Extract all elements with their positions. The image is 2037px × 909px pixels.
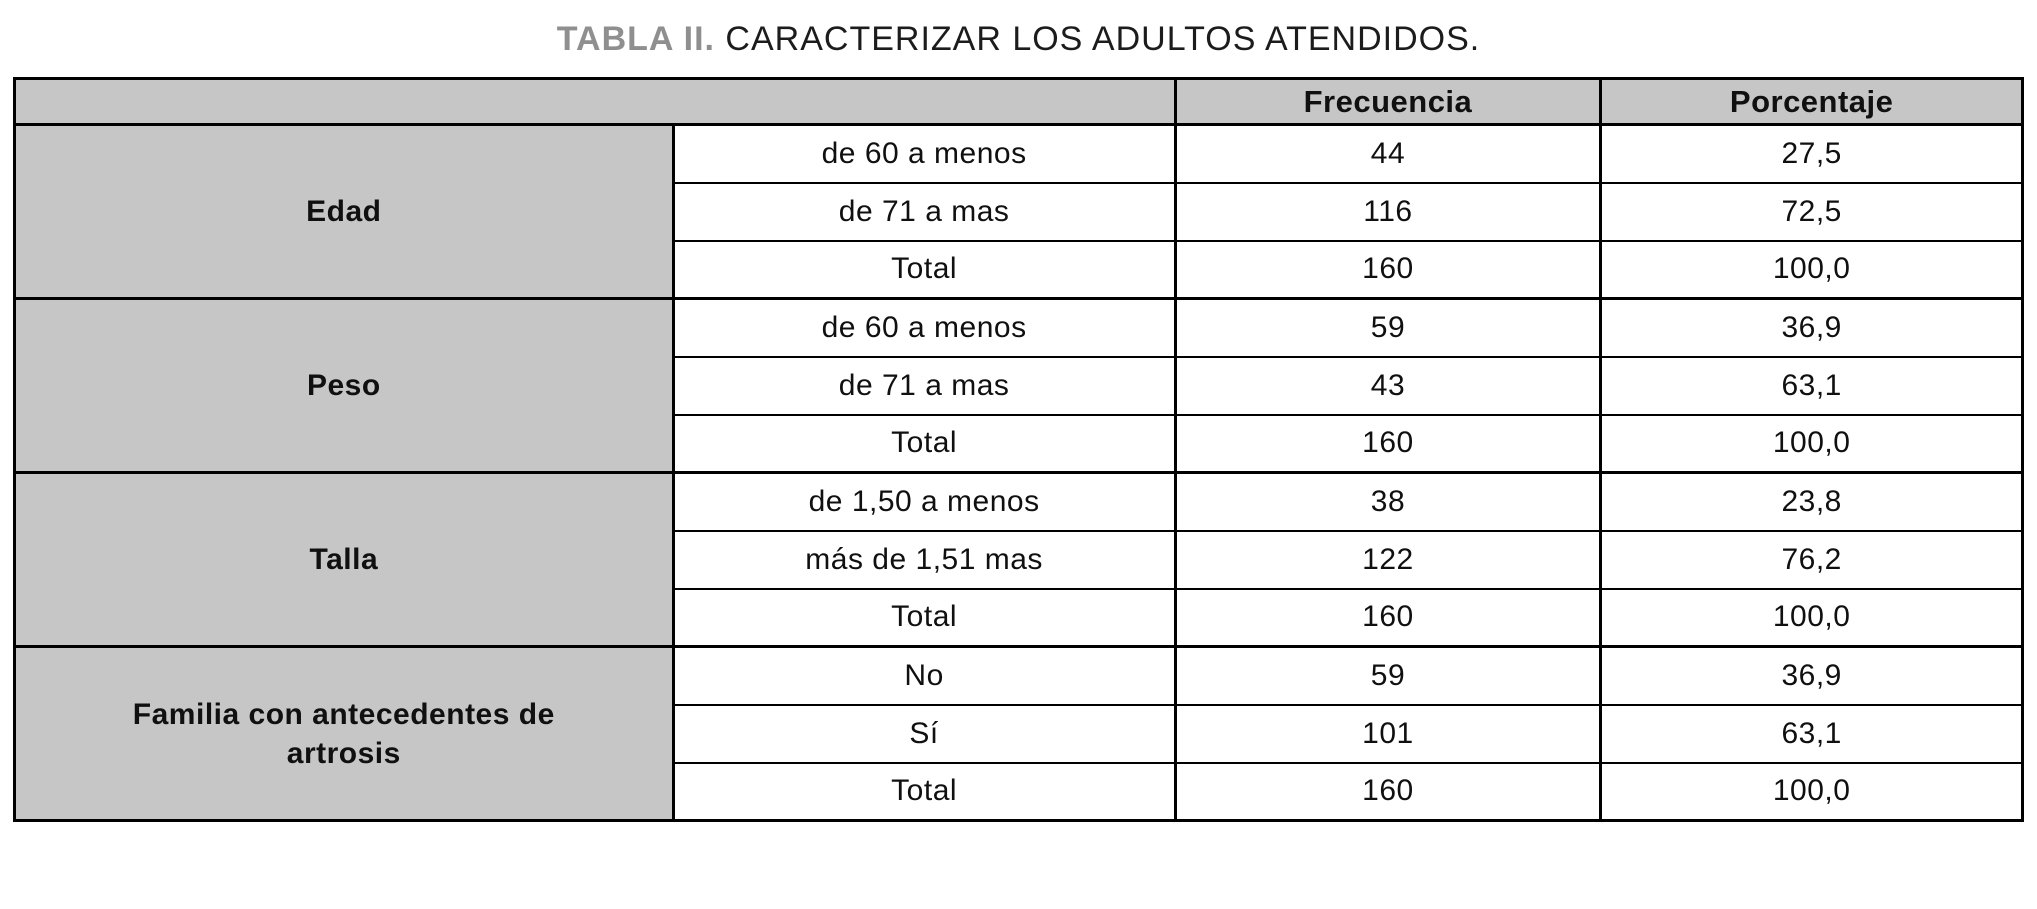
- table-row: más de 1,51 mas 122 76,2: [15, 529, 2024, 590]
- percentage-value: 100,0: [1599, 761, 2024, 822]
- category-cell-edad: Edad: [13, 123, 675, 300]
- table-row: Total 160 100,0: [15, 587, 2024, 648]
- table-number-label: TABLA II.: [556, 20, 715, 58]
- row-label: Total: [671, 761, 1177, 822]
- frequency-value: 116: [1173, 181, 1603, 242]
- row-label: más de 1,51 mas: [671, 529, 1177, 590]
- percentage-value: 63,1: [1599, 355, 2024, 416]
- frequency-value: 38: [1173, 471, 1603, 532]
- row-label: Total: [671, 239, 1177, 300]
- frequency-value: 101: [1173, 703, 1603, 764]
- percentage-value: 27,5: [1599, 123, 2024, 184]
- category-label: Edad: [306, 195, 382, 228]
- header-row: Frecuencia Porcentaje: [13, 77, 2024, 126]
- table-caption: TABLA II. CARACTERIZAR LOS ADULTOS ATEND…: [0, 20, 2037, 59]
- row-label: Sí: [671, 703, 1177, 764]
- percentage-value: 23,8: [1599, 471, 2024, 532]
- category-cell-talla: Talla: [13, 471, 675, 648]
- frequency-value: 44: [1173, 123, 1603, 184]
- table-row: de 71 a mas 43 63,1: [15, 355, 2024, 416]
- frequency-value: 160: [1173, 587, 1603, 648]
- table-row: Edad de 60 a menos 44 27,5: [13, 123, 2024, 300]
- frequency-value: 59: [1173, 297, 1603, 358]
- frequency-value: 43: [1173, 355, 1603, 416]
- row-label: de 1,50 a menos: [671, 471, 1177, 532]
- category-label: Peso: [306, 369, 381, 402]
- category-cell-familia: Familia con antecedentes de artrosis: [13, 645, 675, 822]
- frequency-value: 59: [1173, 645, 1603, 706]
- table-row: Peso de 60 a menos 59 36,9: [13, 297, 2024, 474]
- percentage-value: 100,0: [1599, 587, 2024, 648]
- row-label: No: [671, 645, 1177, 706]
- frequency-value: 160: [1173, 413, 1603, 474]
- header-percentage: Porcentaje: [1599, 77, 2024, 126]
- header-frequency: Frecuencia: [1173, 77, 1603, 126]
- table-row: de 71 a mas 116 72,5: [15, 181, 2024, 242]
- row-label: de 71 a mas: [671, 181, 1177, 242]
- category-label: Talla: [309, 543, 379, 576]
- table-row: Total 160 100,0: [15, 761, 2024, 822]
- table-row: Familia con antecedentes de artrosis No …: [13, 645, 2024, 822]
- category-label: Familia con antecedentes de artrosis: [132, 697, 555, 770]
- percentage-value: 76,2: [1599, 529, 2024, 590]
- table-row: Total 160 100,0: [15, 239, 2024, 300]
- frequency-value: 122: [1173, 529, 1603, 590]
- percentage-value: 100,0: [1599, 413, 2024, 474]
- table-row: Talla de 1,50 a menos 38 23,8: [13, 471, 2024, 648]
- table-row: Total 160 100,0: [15, 413, 2024, 474]
- category-cell-peso: Peso: [13, 297, 675, 474]
- row-label: Total: [671, 587, 1177, 648]
- percentage-value: 63,1: [1599, 703, 2024, 764]
- percentage-value: 72,5: [1599, 181, 2024, 242]
- frequency-value: 160: [1173, 761, 1603, 822]
- row-label: de 60 a menos: [671, 123, 1177, 184]
- data-table: Frecuencia Porcentaje Edad de 60 a menos…: [13, 77, 2024, 822]
- percentage-value: 36,9: [1599, 645, 2024, 706]
- row-label: de 71 a mas: [671, 355, 1177, 416]
- row-label: de 60 a menos: [671, 297, 1177, 358]
- percentage-value: 100,0: [1599, 239, 2024, 300]
- percentage-value: 36,9: [1599, 297, 2024, 358]
- row-label: Total: [671, 413, 1177, 474]
- frequency-value: 160: [1173, 239, 1603, 300]
- table-row: Sí 101 63,1: [15, 703, 2024, 764]
- header-blank-cell: [13, 77, 1177, 126]
- table-caption-text: CARACTERIZAR LOS ADULTOS ATENDIDOS.: [725, 20, 1481, 58]
